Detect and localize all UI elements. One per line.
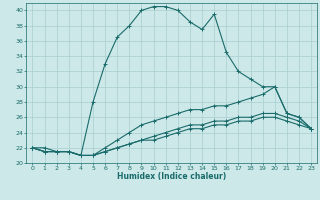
X-axis label: Humidex (Indice chaleur): Humidex (Indice chaleur) [117, 172, 227, 181]
